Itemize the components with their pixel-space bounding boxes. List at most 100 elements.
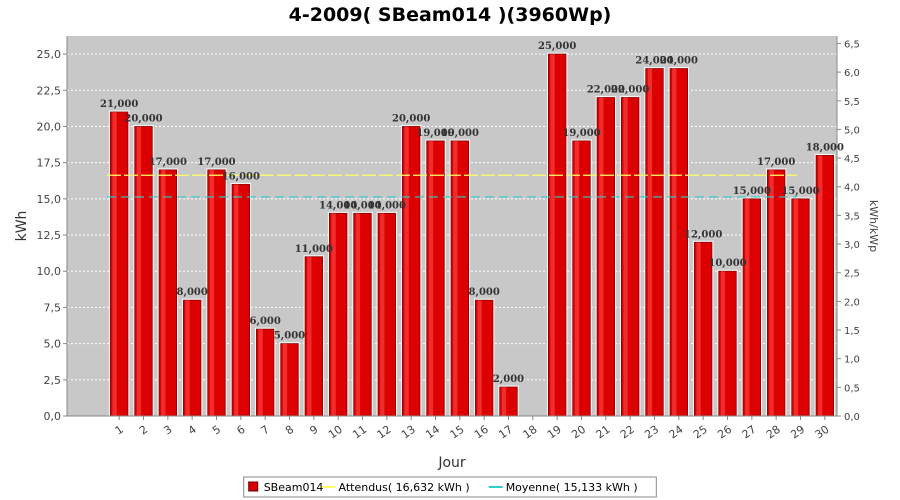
bar-highlight	[720, 271, 726, 416]
data-label: 10,000	[708, 258, 746, 269]
data-label: 2,000	[493, 374, 524, 385]
y2-tick-label: 0,0	[844, 412, 860, 423]
y-tick-label: 7,5	[44, 301, 62, 314]
x-tick-label: 17	[496, 423, 515, 442]
bar-highlight	[599, 97, 604, 417]
x-tick-label: 3	[161, 423, 174, 438]
legend-swatch	[248, 481, 259, 492]
y2-tick-label: 2,0	[844, 297, 860, 308]
data-label: 22,000	[587, 85, 625, 96]
data-label: 24,000	[635, 56, 673, 67]
y2-tick-label: 0,5	[844, 383, 860, 394]
y2-tick-label: 5,0	[844, 125, 860, 136]
bar-highlight	[769, 169, 774, 416]
bar-highlight	[647, 68, 653, 417]
data-label: 22,000	[611, 85, 649, 96]
bar-highlight	[672, 68, 677, 417]
data-label: 14,000	[368, 200, 406, 211]
y2-tick-label: 4,5	[844, 154, 860, 165]
data-label: 5,000	[274, 331, 305, 342]
data-label: 11,000	[295, 244, 333, 255]
x-tick-label: 8	[283, 423, 296, 438]
x-tick-label: 29	[788, 423, 807, 442]
y-tick-label: 12,5	[37, 229, 62, 242]
bar-highlight	[696, 242, 701, 416]
bar-highlight	[331, 213, 336, 416]
x-tick-label: 19	[545, 423, 564, 442]
bar-highlight	[550, 54, 555, 416]
reference-lines	[107, 174, 797, 198]
bar-highlight	[307, 256, 312, 416]
y-tick-label: 0,0	[44, 410, 62, 423]
x-tick-label: 22	[618, 423, 637, 442]
data-label: 19,000	[416, 128, 454, 139]
x-tick-label: 13	[399, 423, 418, 442]
data-label: 15,000	[733, 186, 771, 197]
data-label: 19,000	[562, 128, 600, 139]
data-label: 17,000	[149, 157, 187, 168]
y-tick-label: 15,0	[37, 193, 62, 206]
legend-item: SBeam014	[264, 481, 324, 494]
y-axis-title: kWh	[14, 211, 30, 242]
x-tick-label: 10	[326, 423, 345, 442]
bar-highlight	[623, 97, 628, 417]
data-label: 6,000	[250, 316, 281, 327]
y2-tick-label: 6,5	[844, 39, 860, 50]
x-tick-label: 5	[210, 423, 223, 438]
y2-tick-label: 3,0	[844, 240, 860, 251]
bar-highlight	[282, 343, 288, 416]
data-label: 17,000	[757, 157, 795, 168]
x-tick-label: 7	[259, 423, 272, 438]
x-tick-label: 28	[764, 423, 783, 442]
x-tick-label: 2	[137, 423, 150, 438]
bar-highlight	[258, 329, 263, 416]
legend-box	[243, 476, 657, 498]
y-tick-label: 10,0	[37, 265, 62, 278]
y-tick-label: 17,5	[37, 157, 62, 170]
bar-highlight	[477, 300, 482, 416]
bar-highlight	[161, 169, 166, 416]
x-tick-label: 11	[350, 423, 369, 442]
chart-title: 4-2009( SBeam014 )(3960Wp)	[289, 4, 612, 26]
data-label: 21,000	[100, 99, 138, 110]
bar-highlight	[185, 300, 190, 416]
bar-highlight	[428, 140, 434, 416]
y-tick-label: 5,0	[44, 338, 62, 351]
bar-highlight	[209, 169, 215, 416]
data-label: 12,000	[684, 229, 722, 240]
x-tick-label: 27	[740, 423, 759, 442]
data-label: 16,000	[222, 171, 260, 182]
data-label: 20,000	[124, 113, 162, 124]
x-tick-label: 23	[642, 423, 661, 442]
bar-highlight	[112, 112, 117, 416]
x-tick-label: 30	[813, 423, 832, 442]
legend-item: Attendus( 16,632 kWh )	[339, 481, 470, 494]
data-label: 20,000	[392, 113, 430, 124]
data-label: 15,000	[781, 186, 819, 197]
x-axis: 1 2 3 4 5 6 7 8 9 10 11 12 13 14 15 16 17 18 19 20 21 22 23 24 2…	[67, 415, 837, 442]
x-tick-label: 18	[521, 423, 540, 442]
bar-highlight	[574, 140, 580, 416]
bar-highlight	[793, 198, 799, 416]
y2-tick-label: 1,0	[844, 355, 860, 366]
bar-highlight	[453, 140, 458, 416]
x-tick-label: 6	[234, 423, 247, 438]
y2-tick-label: 1,5	[844, 326, 860, 337]
x-tick-label: 4	[186, 423, 199, 438]
data-label: 19,000	[441, 128, 479, 139]
y-tick-label: 25,0	[37, 48, 62, 61]
x-tick-label: 9	[307, 423, 320, 438]
x-tick-label: 26	[715, 423, 734, 442]
x-tick-label: 21	[594, 423, 613, 442]
data-label: 17,000	[197, 157, 235, 168]
bar-highlight	[136, 126, 142, 416]
x-tick-label: 12	[375, 423, 394, 442]
x-tick-label: 24	[667, 423, 686, 442]
data-label: 8,000	[469, 287, 500, 298]
bar-highlight	[404, 126, 409, 416]
y-tick-label: 2,5	[44, 374, 62, 387]
bar-highlight	[745, 198, 750, 416]
x-tick-label: 25	[691, 423, 710, 442]
